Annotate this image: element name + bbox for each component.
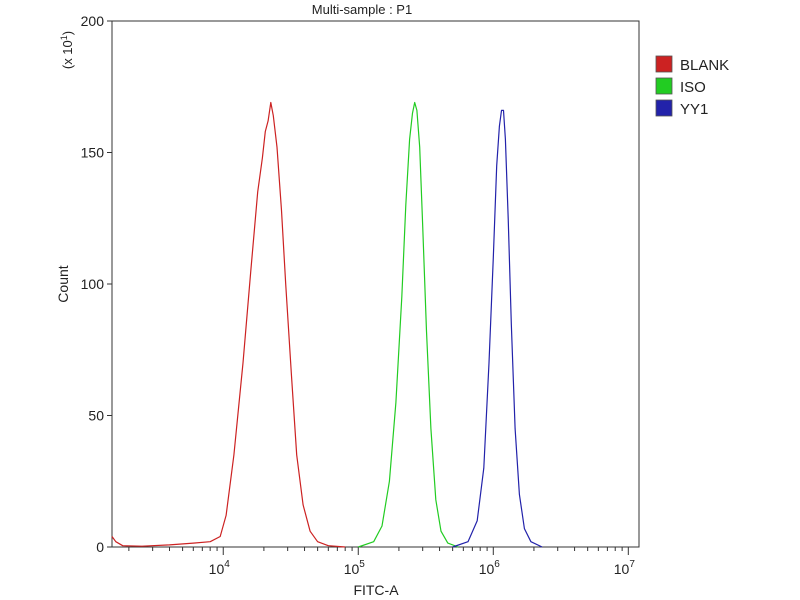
y-axis: 0 50 100 150 200 <box>81 13 112 555</box>
y-tick-label: 200 <box>81 13 105 29</box>
chart-title: Multi-sample : P1 <box>312 2 412 17</box>
y-multiplier-close: ) <box>60 31 75 35</box>
x-tick-base: 10 <box>479 561 495 577</box>
x-tick-base: 10 <box>614 561 630 577</box>
x-tick-base: 10 <box>209 561 225 577</box>
x-tick-exp: 4 <box>224 559 230 570</box>
series-line-blank <box>111 101 346 548</box>
legend: BLANK ISO YY1 <box>655 55 729 118</box>
series-line-yy1 <box>452 109 543 548</box>
x-tick-label: 106 <box>479 559 501 577</box>
legend-swatch <box>655 55 673 73</box>
x-tick-label: 105 <box>344 559 366 577</box>
x-tick-label: 104 <box>209 559 231 577</box>
x-axis: 104 105 106 107 <box>128 547 636 577</box>
legend-label: BLANK <box>680 57 729 74</box>
x-tick-base: 10 <box>344 561 360 577</box>
series-lines <box>111 101 543 548</box>
legend-swatch <box>655 77 673 95</box>
y-tick-label: 150 <box>81 145 105 161</box>
x-axis-title: FITC-A <box>353 582 399 598</box>
y-multiplier-base: (x 10 <box>60 40 75 69</box>
y-tick-label: 100 <box>81 276 105 292</box>
y-multiplier-exp: 1 <box>59 35 69 40</box>
x-tick-label: 107 <box>614 559 636 577</box>
y-multiplier: (x 101) <box>59 31 75 69</box>
y-axis-title: Count <box>55 265 71 302</box>
legend-swatch <box>655 99 673 117</box>
y-tick-label: 50 <box>88 408 104 424</box>
x-tick-exp: 6 <box>494 559 500 570</box>
plot-area <box>111 20 640 548</box>
y-tick-label: 0 <box>96 539 104 555</box>
x-tick-exp: 5 <box>359 559 365 570</box>
legend-label: YY1 <box>680 101 708 118</box>
legend-label: ISO <box>680 79 706 96</box>
series-line-iso <box>358 101 459 548</box>
x-tick-exp: 7 <box>629 559 635 570</box>
